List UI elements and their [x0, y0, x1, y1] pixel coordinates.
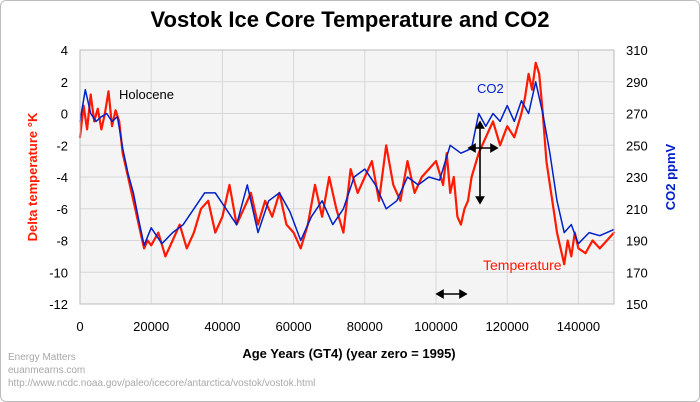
y-axis-label-left: Delta temperature °K — [25, 112, 40, 241]
y-right-tick-label: 270 — [626, 107, 648, 122]
x-tick-label: 140000 — [557, 319, 600, 334]
y-right-tick-label: 310 — [626, 43, 648, 58]
x-tick-label: 40000 — [204, 319, 240, 334]
y-right-tick-label: 230 — [626, 170, 648, 185]
y-right-tick-label: 150 — [626, 297, 648, 312]
arrowhead — [459, 289, 468, 299]
y-left-tick-labels: 4 2 0 -2 -4 -6 -8 -10 -12 — [49, 43, 68, 312]
chart-title: Vostok Ice Core Temperature and CO2 — [151, 7, 550, 32]
annotation-temperature: Temperature — [483, 257, 562, 273]
series-lines — [78, 61, 616, 266]
y-axis-label-right: CO2 ppmV — [663, 143, 678, 210]
annotation-holocene: Holocene — [119, 87, 174, 102]
y-right-tick-labels: 310 290 270 250 230 210 190 170 150 — [626, 43, 648, 312]
y-right-tick-label: 190 — [626, 234, 648, 249]
x-tick-label: 20000 — [133, 319, 169, 334]
y-left-tick-label: -6 — [56, 202, 68, 217]
x-axis-label: Age Years (GT4) (year zero = 1995) — [242, 346, 455, 361]
y-left-tick-label: -4 — [56, 170, 68, 185]
arrowhead — [475, 120, 485, 129]
arrowhead — [475, 196, 485, 205]
series-line-temperature — [78, 61, 616, 266]
lag-arrows — [435, 120, 499, 299]
y-left-tick-label: -10 — [49, 265, 68, 280]
y-left-tick-label: -2 — [56, 138, 68, 153]
arrowhead — [467, 143, 476, 153]
y-left-tick-label: 0 — [61, 107, 68, 122]
y-left-tick-label: 4 — [61, 43, 68, 58]
plot-border — [79, 49, 615, 305]
arrowhead — [490, 143, 499, 153]
y-right-tick-label: 170 — [626, 265, 648, 280]
y-left-tick-label: -12 — [49, 297, 68, 312]
y-right-tick-label: 250 — [626, 138, 648, 153]
x-tick-label: 80000 — [347, 319, 383, 334]
x-tick-label: 120000 — [486, 319, 529, 334]
credit-source-url[interactable]: http://www.ncdc.noaa.gov/paleo/icecore/a… — [8, 378, 316, 389]
x-tick-label: 100000 — [414, 319, 457, 334]
y-left-tick-label: 2 — [61, 75, 68, 90]
series-line-co2 — [79, 81, 615, 247]
y-left-tick-label: -8 — [56, 234, 68, 249]
x-tick-labels: 0 20000 40000 60000 80000 100000 120000 140000 — [76, 319, 600, 334]
annotation-co2: CO2 — [477, 81, 504, 96]
x-tick-label: 0 — [76, 319, 83, 334]
credit-site-name: Energy Matters — [8, 352, 76, 363]
x-tick-label: 60000 — [276, 319, 312, 334]
arrowhead — [435, 289, 444, 299]
y-right-tick-label: 210 — [626, 202, 648, 217]
y-right-tick-label: 290 — [626, 75, 648, 90]
credit-domain: euanmearns.com — [8, 365, 86, 376]
